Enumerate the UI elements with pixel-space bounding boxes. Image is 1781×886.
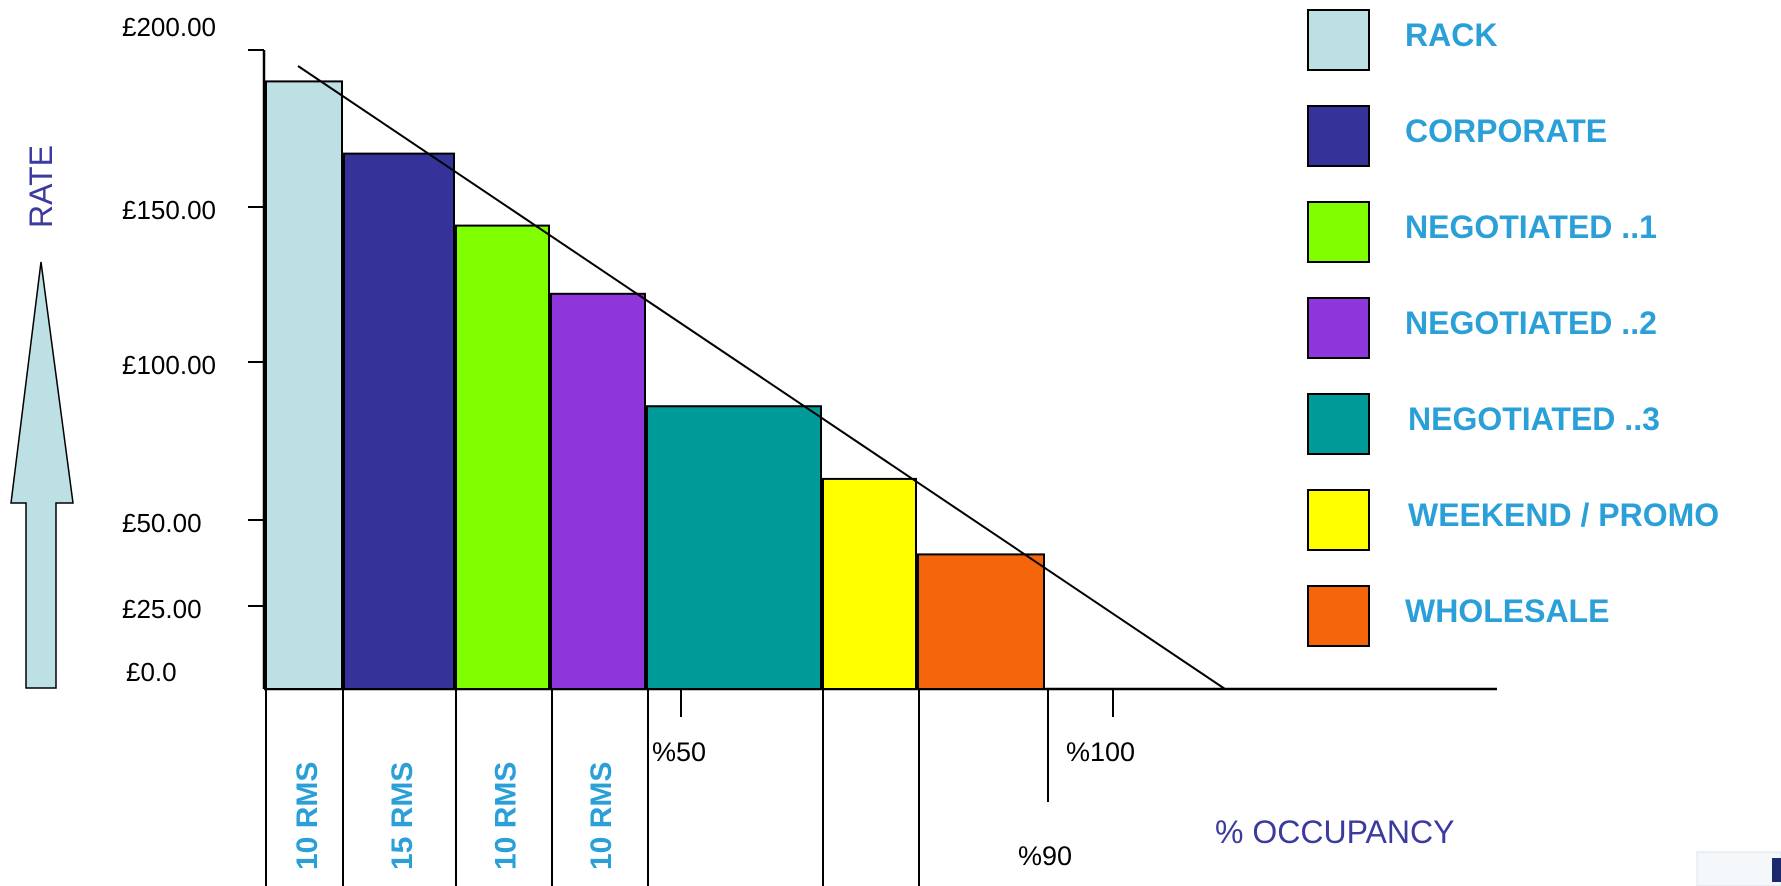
bar-0: [265, 80, 343, 690]
bar-5: [822, 477, 917, 691]
legend-label-2: NEGOTIATED ..1: [1405, 209, 1657, 245]
bar-3: [550, 292, 646, 690]
legend-swatch-4: [1307, 393, 1370, 455]
legend-label-4: NEGOTIATED ..3: [1408, 401, 1660, 437]
bar-2: [455, 224, 550, 690]
legend-swatch-6: [1307, 585, 1370, 647]
legend-label-5: WEEKEND / PROMO: [1408, 497, 1719, 533]
bar-4: [646, 405, 822, 690]
x-axis-title: % OCCUPANCY: [1215, 814, 1454, 850]
legend-swatch-3: [1307, 297, 1370, 359]
y-tick-label-0: £0.0: [126, 657, 177, 687]
y-tick-label-3: £100.00: [122, 350, 216, 380]
y-tick-label-4: £150.00: [122, 195, 216, 225]
room-count-label-2: 10 RMS: [490, 762, 523, 870]
demand-curve-line: [297, 65, 1226, 690]
occupancy-label-2: %100: [1066, 737, 1135, 767]
occupancy-label-1: %90: [1018, 841, 1072, 871]
legend-swatch-0: [1307, 9, 1370, 71]
y-tick-label-5: £200.00: [122, 12, 216, 42]
legend-label-6: WHOLESALE: [1405, 593, 1609, 629]
logo-mark: [1772, 858, 1781, 882]
room-count-label-1: 15 RMS: [386, 762, 419, 870]
y-axis-title: RATE: [23, 145, 59, 228]
legend-label-1: CORPORATE: [1405, 113, 1607, 149]
y-tick-label-2: £50.00: [122, 508, 202, 538]
room-count-label-0: 10 RMS: [291, 762, 324, 870]
legend-swatch-1: [1307, 105, 1370, 167]
legend-swatch-5: [1307, 489, 1370, 551]
legend-swatch-2: [1307, 201, 1370, 263]
y-tick-label-1: £25.00: [122, 594, 202, 624]
legend-label-3: NEGOTIATED ..2: [1405, 305, 1657, 341]
legend-label-0: RACK: [1405, 17, 1497, 53]
bar-6: [917, 553, 1045, 691]
logo-fragment: [1696, 851, 1781, 886]
occupancy-label-0: %50: [652, 737, 706, 767]
rate-arrow: [10, 261, 74, 689]
bar-1: [343, 152, 455, 690]
room-count-label-3: 10 RMS: [585, 762, 618, 870]
